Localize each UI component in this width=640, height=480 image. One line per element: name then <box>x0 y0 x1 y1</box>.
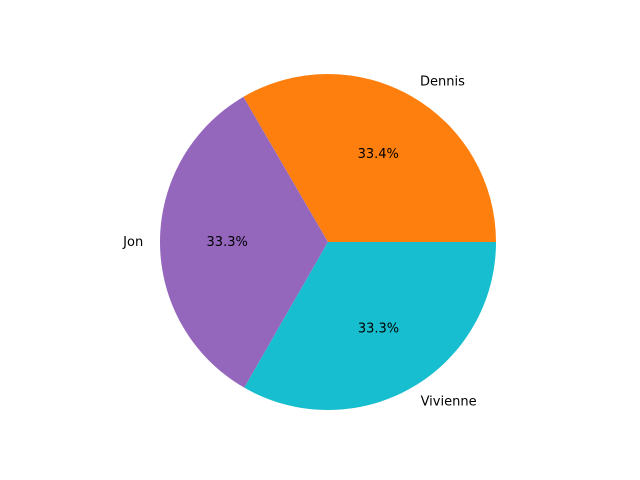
percent-label-jon: 33.3% <box>207 235 248 250</box>
pie-slice-dennis <box>243 73 496 243</box>
pie-labels: Dennis 33.4% Jon 33.3% Vivienne 33.3% <box>122 74 476 409</box>
slice-label-vivienne: Vivienne <box>421 394 477 409</box>
percent-label-dennis: 33.4% <box>358 147 399 162</box>
pie-slice-vivienne <box>244 242 496 411</box>
slice-label-dennis: Dennis <box>420 74 465 89</box>
slice-label-jon: Jon <box>122 235 143 250</box>
pie-slice-jon <box>159 96 328 388</box>
pie-slices <box>159 73 496 411</box>
percent-label-vivienne: 33.3% <box>358 322 399 337</box>
